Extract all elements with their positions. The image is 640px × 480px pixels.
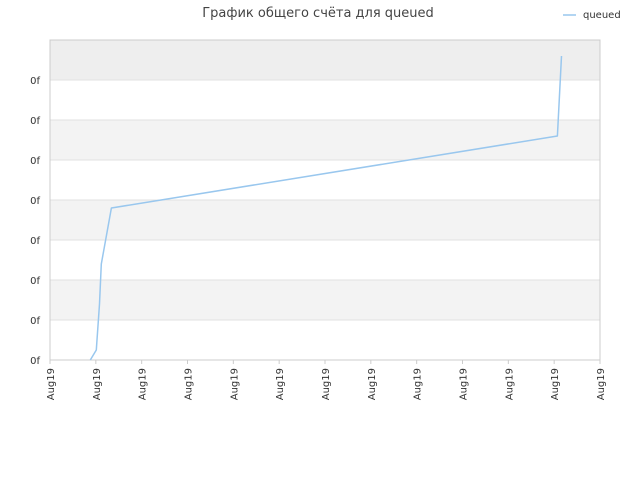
plot-band bbox=[50, 120, 600, 160]
series-line-queued bbox=[89, 55, 563, 361]
y-tick-label: 0f bbox=[30, 276, 40, 287]
plot-band bbox=[50, 240, 600, 280]
plot-band bbox=[50, 40, 600, 80]
y-tick-label: 0f bbox=[30, 156, 40, 167]
plot-band bbox=[50, 80, 600, 120]
x-tick-label: Aug19 bbox=[596, 368, 607, 400]
x-tick-label: Aug19 bbox=[46, 368, 57, 400]
x-axis: Aug19 Aug19 Aug19 Aug19 Aug19 Aug19 Aug19 Aug19… bbox=[46, 360, 607, 400]
series-layer bbox=[89, 55, 563, 361]
y-axis: 0f 0f 0f 0f 0f 0f 0f 0f bbox=[30, 76, 40, 367]
plot-band bbox=[50, 200, 600, 240]
plot-band bbox=[50, 280, 600, 320]
y-tick-label: 0f bbox=[30, 236, 40, 247]
plot-band bbox=[50, 160, 600, 200]
y-tick-label: 0f bbox=[30, 316, 40, 327]
y-tick-label: 0f bbox=[30, 76, 40, 87]
x-tick-label: Aug19 bbox=[275, 368, 286, 400]
x-tick-label: Aug19 bbox=[92, 368, 103, 400]
x-tick-label: Aug19 bbox=[184, 368, 195, 400]
legend-label-queued: queued bbox=[583, 10, 621, 21]
plot-bands bbox=[50, 40, 600, 360]
x-tick-label: Aug19 bbox=[550, 368, 561, 400]
x-tick-label: Aug19 bbox=[459, 368, 470, 400]
chart-title: График общего счёта для queued bbox=[202, 6, 434, 21]
x-tick-label: Aug19 bbox=[138, 368, 149, 400]
legend: queued bbox=[563, 10, 621, 21]
y-tick-label: 0f bbox=[30, 116, 40, 127]
x-tick-label: Aug19 bbox=[321, 368, 332, 400]
x-tick-label: Aug19 bbox=[504, 368, 515, 400]
grid-lines bbox=[50, 79, 600, 321]
y-tick-label: 0f bbox=[30, 356, 40, 367]
y-tick-label: 0f bbox=[30, 196, 40, 207]
x-tick-label: Aug19 bbox=[413, 368, 424, 400]
plot-band bbox=[50, 320, 600, 360]
x-tick-label: Aug19 bbox=[367, 368, 378, 400]
x-tick-label: Aug19 bbox=[229, 368, 240, 400]
